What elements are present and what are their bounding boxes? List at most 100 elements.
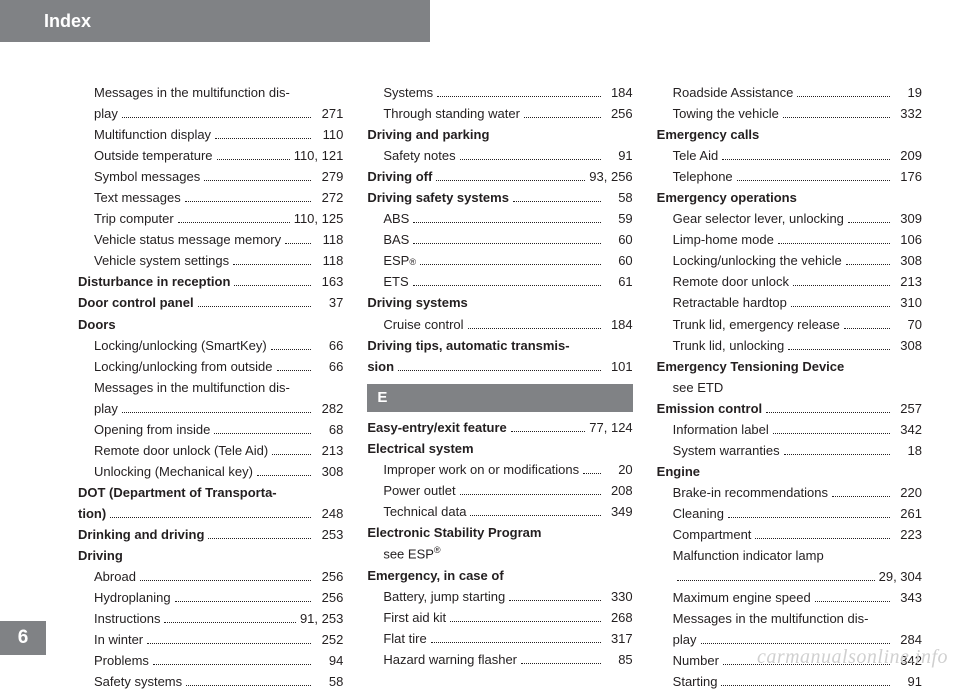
index-entry-label: Number — [673, 650, 719, 671]
index-entry-label: Emission control — [657, 398, 762, 419]
index-entry-label: Maximum engine speed — [673, 587, 811, 608]
dot-leader — [778, 234, 890, 244]
dot-leader — [204, 171, 311, 181]
dot-leader — [436, 171, 585, 181]
dot-leader — [110, 508, 311, 518]
dot-leader — [844, 318, 890, 328]
index-entry-label: Locking/unlocking the vehicle — [673, 250, 842, 271]
index-entry: Electronic Stability Program — [367, 522, 632, 543]
dot-leader — [164, 613, 295, 623]
index-entry-label: Power outlet — [383, 480, 455, 501]
dot-leader — [413, 234, 600, 244]
index-column-2: Systems184Through standing water256Drivi… — [367, 82, 632, 609]
dot-leader — [140, 571, 311, 581]
dot-leader — [677, 571, 875, 581]
index-entry: Easy-entry/exit feature77, 124 — [367, 417, 632, 438]
index-entry-page: 37 — [315, 292, 343, 313]
index-entry-page: 220 — [894, 482, 922, 503]
index-entry-label: Engine — [657, 461, 700, 482]
index-entry: Driving and parking — [367, 124, 632, 145]
dot-leader — [788, 339, 890, 349]
index-entry-label: tion) — [78, 503, 106, 524]
index-subentry: Remote door unlock213 — [657, 271, 922, 292]
index-entry-page: 60 — [605, 250, 633, 271]
index-entry: Emergency operations — [657, 187, 922, 208]
index-entry-label: Driving tips, automatic transmis- — [367, 335, 569, 356]
index-entry-page: 268 — [605, 607, 633, 628]
index-entry-page: 223 — [894, 524, 922, 545]
index-entry-label: Multifunction display — [94, 124, 211, 145]
dot-leader — [175, 592, 312, 602]
index-entry-label: Driving — [78, 545, 123, 566]
dot-leader — [398, 360, 601, 370]
index-entry-label: Text messages — [94, 187, 181, 208]
index-entry: DOT (Department of Transporta- — [78, 482, 343, 503]
index-subentry: Systems184 — [367, 82, 632, 103]
index-entry-page: 317 — [605, 628, 633, 649]
dot-leader — [413, 276, 601, 286]
index-entry-page: 68 — [315, 419, 343, 440]
index-entry-label: play — [94, 103, 118, 124]
index-entry: Driving safety systems58 — [367, 187, 632, 208]
index-entry-page: 342 — [894, 419, 922, 440]
dot-leader — [784, 444, 890, 454]
index-entry-label: Limp-home mode — [673, 229, 774, 250]
index-entry-label: see ETD — [673, 380, 724, 395]
dot-leader — [513, 192, 601, 202]
index-entry-label: Easy-entry/exit feature — [367, 417, 506, 438]
index-subentry: Starting91 — [657, 671, 922, 692]
index-entry-page: 256 — [605, 103, 633, 124]
index-subentry: Maximum engine speed 343 — [657, 587, 922, 608]
dot-leader — [728, 508, 890, 518]
index-entry-label: Safety notes — [383, 145, 455, 166]
index-entry-label: Emergency calls — [657, 124, 760, 145]
section-letter: E — [367, 384, 632, 412]
dot-leader — [437, 87, 600, 97]
index-entry-label: ABS — [383, 208, 409, 229]
index-entry-label: Brake-in recommendations — [673, 482, 828, 503]
index-entry: Driving tips, automatic transmis- — [367, 335, 632, 356]
index-subentry: Gear selector lever, unlocking309 — [657, 208, 922, 229]
index-entry-page: 256 — [315, 566, 343, 587]
dot-leader — [783, 108, 890, 118]
index-entry-page: 85 — [605, 649, 633, 670]
index-entry-page: 332 — [894, 103, 922, 124]
index-entry-page: 272 — [315, 187, 343, 208]
dot-leader — [468, 318, 601, 328]
index-entry-label: see ESP — [383, 547, 434, 562]
index-entry-page: 59 — [605, 208, 633, 229]
index-entry-label: Remote door unlock — [673, 271, 789, 292]
index-entry-label: DOT (Department of Transporta- — [78, 482, 277, 503]
index-entry-page: 58 — [315, 671, 343, 692]
index-entry-page: 271 — [315, 103, 343, 124]
dot-leader — [198, 297, 312, 307]
index-entry-page: 343 — [894, 587, 922, 608]
index-subentry: System warranties18 — [657, 440, 922, 461]
index-entry-page: 94 — [315, 650, 343, 671]
index-entry-page: 308 — [894, 250, 922, 271]
page-number-badge: 6 — [0, 621, 46, 655]
index-entry-label: Improper work on or modifications — [383, 459, 579, 480]
index-column-3: Roadside Assistance19Towing the vehicle3… — [657, 82, 922, 609]
index-entry-label: Hazard warning flasher — [383, 649, 517, 670]
index-entry-label: Safety systems — [94, 671, 182, 692]
index-entry-page: 279 — [315, 166, 343, 187]
index-entry-page: 110, 125 — [294, 208, 344, 229]
index-entry-label: Cruise control — [383, 314, 463, 335]
index-entry-page: 209 — [894, 145, 922, 166]
index-entry-label: ESP — [383, 250, 409, 271]
dot-leader — [147, 634, 311, 644]
index-subentry: play282 — [78, 398, 343, 419]
index-entry: Emergency Tensioning Device — [657, 356, 922, 377]
index-entry-page: 163 — [315, 271, 343, 292]
dot-leader — [755, 529, 890, 539]
index-subentry: Opening from inside68 — [78, 419, 343, 440]
index-column-1: Messages in the multifunction dis-play27… — [78, 82, 343, 609]
dot-leader — [846, 255, 890, 265]
dot-leader — [271, 339, 312, 349]
index-subentry: Technical data349 — [367, 501, 632, 522]
index-subentry: Outside temperature110, 121 — [78, 145, 343, 166]
index-entry-page: 184 — [605, 82, 633, 103]
dot-leader — [848, 213, 890, 223]
index-subentry: Vehicle status message memory118 — [78, 229, 343, 250]
